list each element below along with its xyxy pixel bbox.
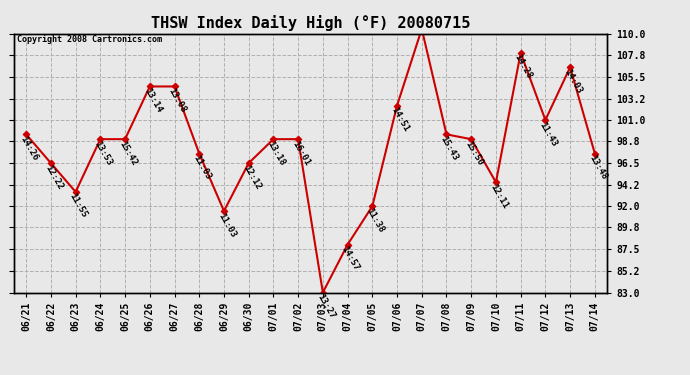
Text: 16:01: 16:01 <box>290 139 312 167</box>
Point <box>441 131 452 137</box>
Text: 13:18: 13:18 <box>266 139 287 167</box>
Text: 12:22: 12:22 <box>43 163 64 191</box>
Point <box>21 131 32 137</box>
Text: 14:57: 14:57 <box>339 244 361 272</box>
Text: 15:50: 15:50 <box>464 139 484 167</box>
Text: 12:12: 12:12 <box>241 163 262 191</box>
Point <box>169 84 180 90</box>
Text: 13:48: 13:48 <box>587 153 609 182</box>
Text: 13:53: 13:53 <box>92 139 114 167</box>
Point <box>144 84 155 90</box>
Point <box>219 208 230 214</box>
Text: 11:03: 11:03 <box>216 211 237 239</box>
Text: 11:43: 11:43 <box>538 120 559 148</box>
Point <box>515 50 526 56</box>
Text: 12:11: 12:11 <box>488 182 509 210</box>
Point <box>540 117 551 123</box>
Point <box>589 150 600 156</box>
Text: 13:34: 13:34 <box>0 374 1 375</box>
Point <box>194 150 205 156</box>
Point <box>317 290 328 296</box>
Text: 11:38: 11:38 <box>364 206 386 234</box>
Text: 15:43: 15:43 <box>439 134 460 162</box>
Text: 13:14: 13:14 <box>142 87 164 114</box>
Text: 13:27: 13:27 <box>315 292 336 320</box>
Text: 11:55: 11:55 <box>68 192 89 220</box>
Point <box>466 136 477 142</box>
Text: 13:08: 13:08 <box>167 87 188 114</box>
Point <box>243 160 254 166</box>
Text: 14:03: 14:03 <box>562 67 584 95</box>
Point <box>95 136 106 142</box>
Text: 14:28: 14:28 <box>513 53 534 81</box>
Point <box>293 136 304 142</box>
Text: 14:51: 14:51 <box>389 106 411 134</box>
Point <box>491 179 502 185</box>
Point <box>268 136 279 142</box>
Point <box>46 160 57 166</box>
Point <box>367 203 378 209</box>
Text: 14:26: 14:26 <box>19 134 39 162</box>
Text: Copyright 2008 Cartronics.com: Copyright 2008 Cartronics.com <box>17 35 161 44</box>
Point <box>70 189 81 195</box>
Text: 15:42: 15:42 <box>117 139 139 167</box>
Point <box>391 103 402 109</box>
Point <box>119 136 130 142</box>
Point <box>416 26 427 32</box>
Point <box>564 64 575 70</box>
Point <box>342 242 353 248</box>
Title: THSW Index Daily High (°F) 20080715: THSW Index Daily High (°F) 20080715 <box>151 15 470 31</box>
Text: 11:03: 11:03 <box>191 153 213 182</box>
